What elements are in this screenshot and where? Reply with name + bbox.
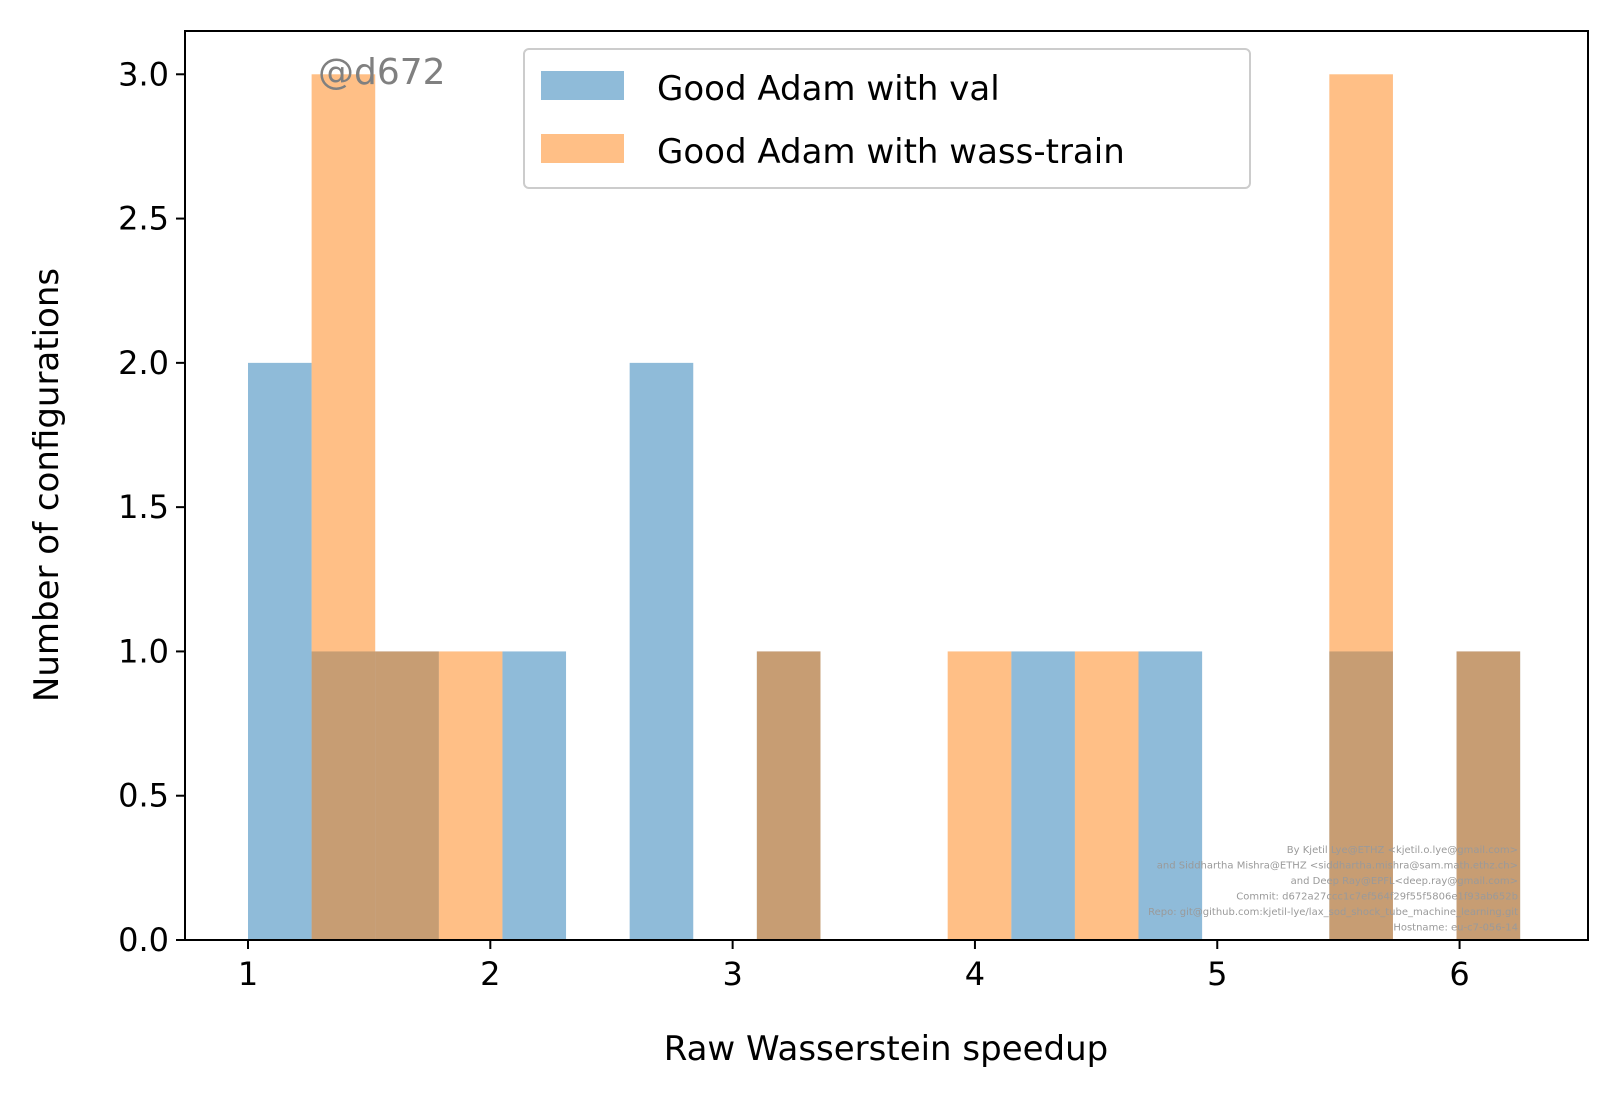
y-tick-label-2-0: 2.0	[118, 344, 169, 382]
y-axis-ticks: 0.0 0.5 1.0 1.5 2.0 2.5 3.0	[118, 55, 185, 959]
bar-good-adam-with-wass-train-8	[1456, 651, 1521, 940]
bar-good-adam-with-val-4	[502, 651, 567, 940]
y-tick-label-0-5: 0.5	[118, 777, 169, 815]
y-tick-label-1-5: 1.5	[118, 488, 169, 526]
x-tick-label-3: 3	[722, 955, 742, 993]
bar-good-adam-with-wass-train-7	[1329, 74, 1393, 941]
bar-good-adam-with-val-7	[1011, 651, 1075, 940]
credit-line-4: Commit: d672a27ccc1c7ef564f29f55f5806e1f…	[1236, 892, 1518, 903]
plot-frame	[184, 30, 1589, 941]
credit-line-3: and Deep Ray@EPFL<deep.ray@gmail.com>	[1291, 876, 1518, 887]
bar-good-adam-with-wass-train-1	[311, 74, 376, 941]
legend-swatch-good-adam-with-val	[541, 71, 624, 100]
x-tick-label-4: 4	[965, 955, 985, 993]
y-tick-label-3-0: 3.0	[118, 55, 169, 93]
bar-good-adam-with-wass-train-6	[1074, 651, 1139, 940]
bar-good-adam-with-val-5	[629, 362, 694, 940]
x-tick-label-6: 6	[1449, 955, 1469, 993]
bar-good-adam-with-val-1	[248, 362, 312, 940]
x-axis-label: Raw Wasserstein speedup	[664, 1029, 1109, 1069]
credit-line-6: Hostname: eu-c7-056-14	[1393, 923, 1518, 934]
credits-block: By Kjetil Lye@ETHZ <kjetil.o.lye@gmail.c…	[1148, 845, 1518, 934]
legend: Good Adam with val Good Adam with wass-t…	[523, 48, 1251, 189]
bar-good-adam-with-wass-train-2	[375, 651, 439, 940]
y-tick-label-0-0: 0.0	[118, 921, 169, 959]
y-tick-label-1-0: 1.0	[118, 632, 169, 670]
legend-swatch-good-adam-with-wass-train	[541, 134, 624, 163]
legend-label-good-adam-with-val: Good Adam with val	[657, 69, 1000, 109]
x-tick-label-5: 5	[1207, 955, 1227, 993]
bar-good-adam-with-wass-train-3	[438, 651, 503, 940]
legend-label-good-adam-with-wass-train: Good Adam with wass-train	[657, 132, 1125, 172]
x-axis-ticks: 1 2 3 4 5 6	[238, 940, 1470, 993]
bar-good-adam-with-wass-train-4	[756, 651, 821, 940]
bar-good-adam-with-wass-train-5	[947, 651, 1012, 940]
x-tick-label-1: 1	[238, 955, 258, 993]
legend-box	[523, 48, 1251, 189]
bars-layer	[248, 74, 1521, 941]
y-axis-label: Number of configurations	[27, 268, 67, 702]
bar-good-adam-with-val-8	[1138, 651, 1203, 940]
y-tick-label-2-5: 2.5	[118, 200, 169, 238]
watermark-text: @d672	[318, 52, 446, 93]
x-tick-label-2: 2	[480, 955, 500, 993]
credit-line-2: and Siddhartha Mishra@ETHZ <siddhartha.m…	[1157, 861, 1518, 872]
credit-line-1: By Kjetil Lye@ETHZ <kjetil.o.lye@gmail.c…	[1287, 845, 1518, 856]
credit-line-5: Repo: git@github.com:kjetil-lye/lax_sod_…	[1148, 907, 1518, 918]
